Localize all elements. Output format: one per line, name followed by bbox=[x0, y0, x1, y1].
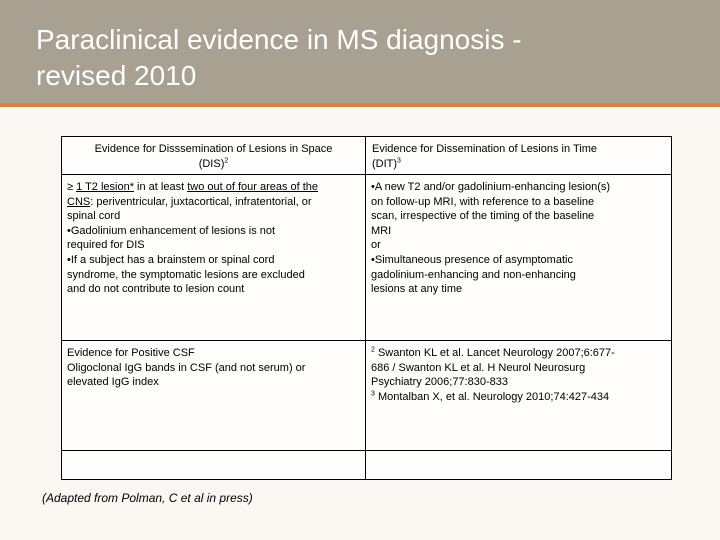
title-bar: Paraclinical evidence in MS diagnosis - … bbox=[0, 0, 720, 103]
csf-line: Oligoclonal IgG bands in CSF (and not se… bbox=[67, 361, 306, 374]
dit-header-line-2: (DIT)3 bbox=[372, 157, 665, 172]
dis-criteria-line: and do not contribute to lesion count bbox=[67, 283, 245, 296]
dit-criteria-line: gadolinium-enhancing and non-enhancing bbox=[371, 268, 576, 281]
reference-number: 3 bbox=[371, 390, 375, 398]
dis-criteria-line: •If a subject has a brainstem or spinal … bbox=[67, 253, 275, 266]
csf-line: elevated IgG index bbox=[67, 376, 159, 389]
dit-criteria-line: •A new T2 and/or gadolinium-enhancing le… bbox=[371, 181, 611, 193]
dis-areas: two out of four areas of the bbox=[187, 181, 319, 193]
reference-text: Swanton KL et al. Lancet Neurology 2007;… bbox=[374, 347, 615, 359]
reference-line: 2 Swanton KL et al. Lancet Neurology 200… bbox=[371, 346, 666, 361]
dit-header-ref: 3 bbox=[397, 156, 401, 164]
dit-header-abbrev: (DIT) bbox=[372, 157, 398, 170]
dit-criteria-line: on follow-up MRI, with reference to a ba… bbox=[371, 195, 595, 208]
criteria-row: ≥ 1 T2 lesion* in at least two out of fo… bbox=[61, 174, 672, 341]
dit-criteria-line: or bbox=[371, 239, 381, 252]
dit-criteria-line: •Simultaneous presence of asymptomatic bbox=[371, 253, 573, 266]
dis-criteria-line: spinal cord bbox=[67, 210, 121, 223]
dis-criteria-line: ≥ 1 T2 lesion* in at least two out of fo… bbox=[67, 180, 360, 195]
dit-header-cell: Evidence for Dissemination of Lesions in… bbox=[365, 136, 672, 175]
references-cell: 2 Swanton KL et al. Lancet Neurology 200… bbox=[365, 340, 672, 451]
slide-title-line-2: revised 2010 bbox=[36, 60, 197, 91]
csf-cell: Evidence for Positive CSF Oligoclonal Ig… bbox=[61, 340, 366, 451]
evidence-table: Evidence for Disssemination of Lesions i… bbox=[61, 136, 672, 480]
reference-line: Psychiatry 2006;77:830-833 bbox=[371, 376, 508, 389]
dis-criteria-line: required for DIS bbox=[67, 239, 145, 252]
dis-ge-symbol: ≥ bbox=[67, 181, 77, 193]
accent-divider bbox=[0, 103, 720, 107]
csf-row: Evidence for Positive CSF Oligoclonal Ig… bbox=[61, 340, 672, 451]
dis-criteria-line: CNS: periventricular, juxtacortical, inf… bbox=[67, 195, 360, 210]
dit-criteria-line: MRI bbox=[371, 224, 392, 237]
slide-title: Paraclinical evidence in MS diagnosis - … bbox=[36, 22, 696, 94]
dit-criteria-line: scan, irrespective of the timing of the … bbox=[371, 210, 595, 223]
dis-header-cell: Evidence for Disssemination of Lesions i… bbox=[61, 136, 366, 175]
reference-line: 3 Montalban X, et al. Neurology 2010;74:… bbox=[371, 390, 666, 405]
reference-text: Montalban X, et al. Neurology 2010;74:42… bbox=[374, 390, 610, 403]
dis-text: in at least bbox=[133, 181, 188, 193]
slide-title-line-1: Paraclinical evidence in MS diagnosis - bbox=[36, 24, 522, 55]
dis-header-abbrev: (DIS) bbox=[198, 157, 225, 170]
reference-line: 686 / Swanton KL et al. H Neurol Neurosu… bbox=[371, 361, 586, 374]
dis-cns: CNS bbox=[67, 195, 91, 208]
dit-criteria-line: lesions at any time bbox=[371, 283, 463, 296]
dit-header-line-1: Evidence for Dissemination of Lesions in… bbox=[372, 143, 597, 155]
empty-cell bbox=[365, 450, 672, 480]
dit-criteria-cell: •A new T2 and/or gadolinium-enhancing le… bbox=[365, 174, 672, 341]
dis-header-ref: 2 bbox=[224, 156, 229, 164]
dis-lesion-count: 1 T2 lesion* bbox=[76, 181, 134, 193]
dis-criteria-line: •Gadolinium enhancement of lesions is no… bbox=[67, 224, 276, 237]
dis-criteria-cell: ≥ 1 T2 lesion* in at least two out of fo… bbox=[61, 174, 366, 341]
table-header-row: Evidence for Disssemination of Lesions i… bbox=[61, 136, 672, 175]
csf-line: Evidence for Positive CSF bbox=[67, 347, 195, 359]
dis-header-line-1: Evidence for Disssemination of Lesions i… bbox=[94, 143, 333, 155]
source-note: (Adapted from Polman, C et al in press) bbox=[42, 491, 253, 505]
dis-criteria-line: syndrome, the symptomatic lesions are ex… bbox=[67, 268, 305, 281]
dis-header-line-2: (DIS)2 bbox=[70, 157, 357, 172]
dis-regions: : periventricular, juxtacortical, infrat… bbox=[90, 195, 312, 208]
reference-number: 2 bbox=[371, 346, 375, 354]
empty-row bbox=[61, 450, 672, 480]
empty-cell bbox=[61, 450, 366, 480]
